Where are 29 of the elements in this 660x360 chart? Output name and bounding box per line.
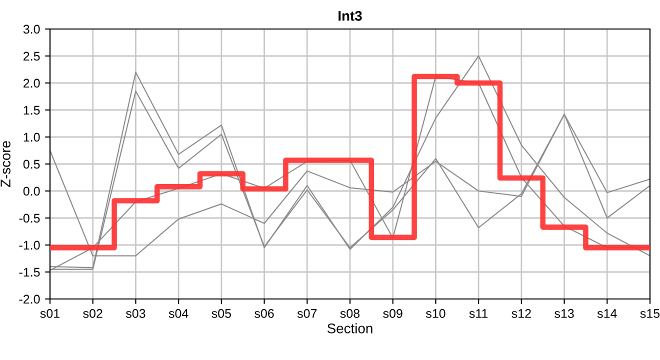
x-tick-label: s09 xyxy=(383,309,402,318)
y-axis-title: Z-score xyxy=(0,141,10,188)
x-tick-label: s04 xyxy=(168,309,188,318)
x-tick-label: s13 xyxy=(554,309,574,318)
y-tick-label: 0.5 xyxy=(23,160,40,169)
x-tick-label: s14 xyxy=(597,309,617,318)
y-tick-label: 2.0 xyxy=(24,78,40,88)
x-tick-label: s02 xyxy=(83,309,102,318)
y-tick-label: 1.5 xyxy=(24,106,40,115)
x-tick-label: s10 xyxy=(426,309,446,318)
y-tick-label: -0.5 xyxy=(19,214,40,223)
x-tick-label: s03 xyxy=(126,309,146,318)
x-tick-label: s05 xyxy=(212,309,231,318)
y-tick-label: 1.0 xyxy=(24,132,40,142)
chart-title: Int3 xyxy=(338,10,362,21)
x-tick-label: s15 xyxy=(640,309,660,318)
x-tick-label: s07 xyxy=(297,309,317,318)
y-tick-label: 0.0 xyxy=(23,186,40,196)
y-tick-label: 3.0 xyxy=(23,24,40,34)
y-tick-label: 2.5 xyxy=(24,52,40,61)
y-tick-label: -2.0 xyxy=(19,294,40,304)
x-tick-label: s06 xyxy=(254,309,274,318)
y-tick-label: -1.0 xyxy=(19,240,40,250)
y-tick-label: -1.5 xyxy=(19,268,40,277)
x-tick-label: s12 xyxy=(512,309,531,318)
x-tick-label: s11 xyxy=(469,309,488,318)
x-tick-label: s01 xyxy=(40,309,60,318)
x-tick-label: s08 xyxy=(340,309,360,318)
x-axis-title: Section xyxy=(327,323,372,334)
